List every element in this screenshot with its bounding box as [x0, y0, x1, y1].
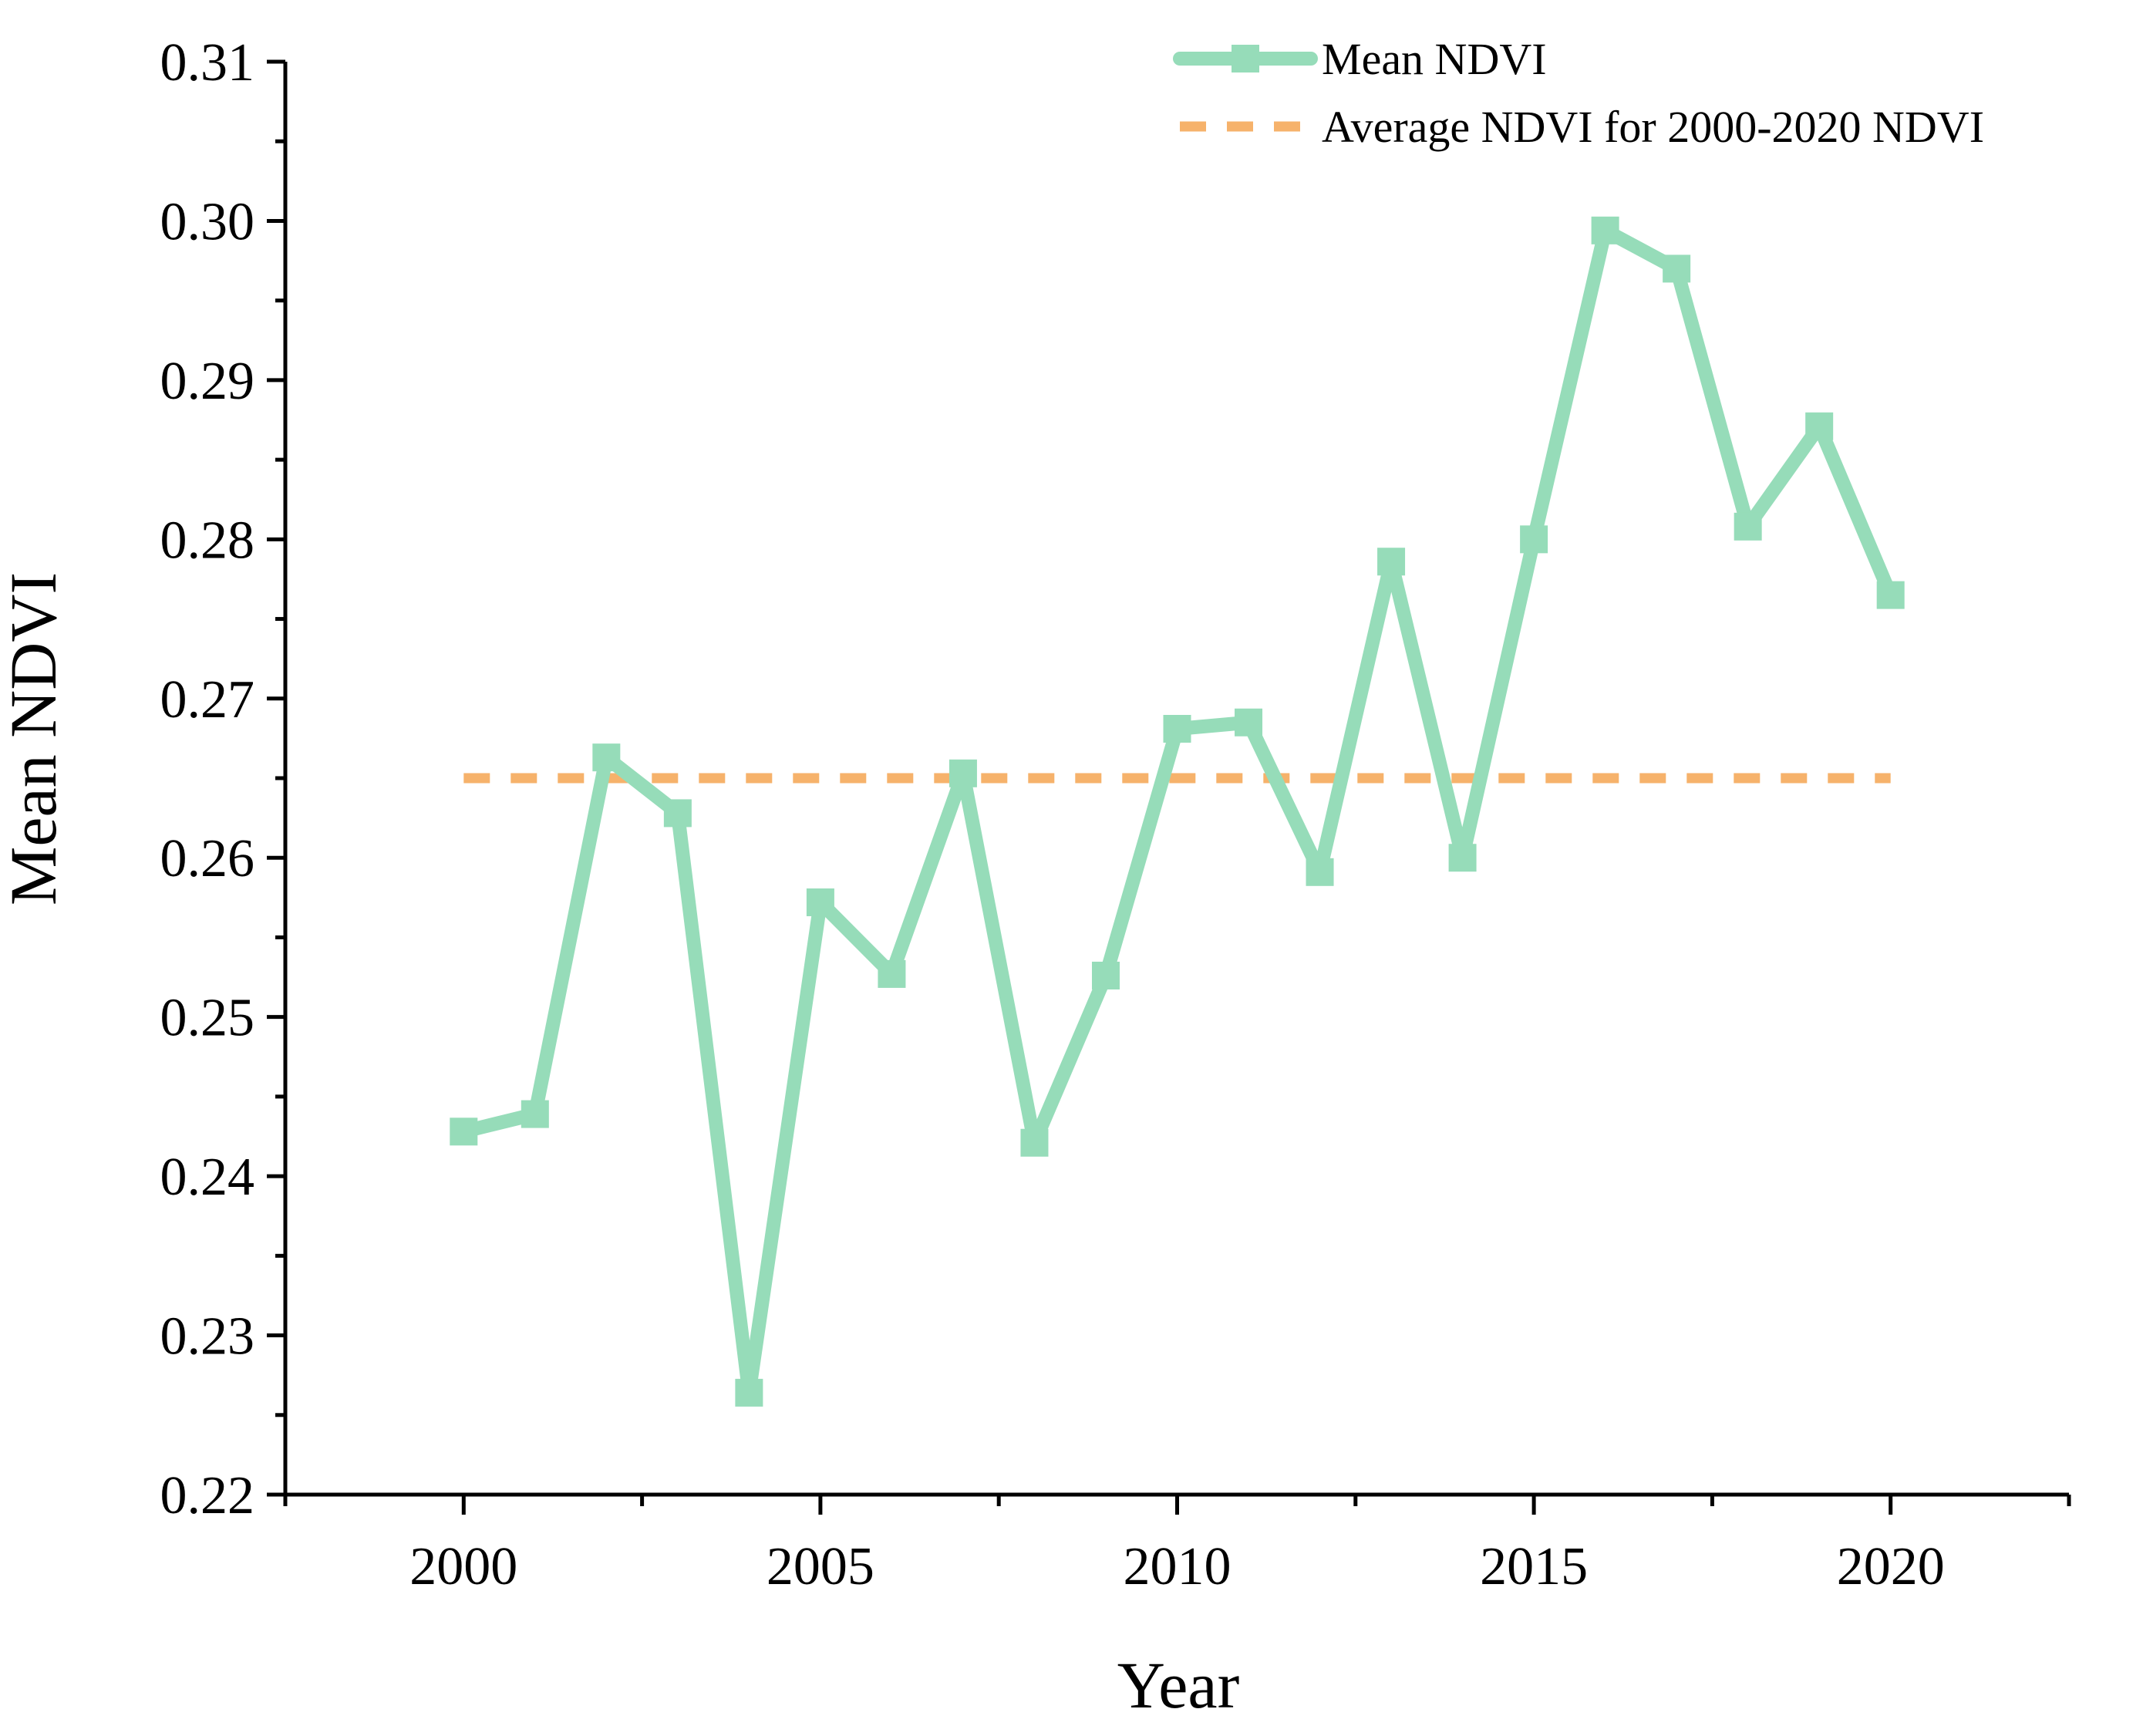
x-tick-label: 2015 — [1480, 1537, 1588, 1596]
mean-ndvi-point — [735, 1378, 763, 1407]
mean-ndvi-point — [1020, 1128, 1049, 1157]
y-axis-title: Mean NDVI — [0, 572, 70, 905]
y-tick-label: 0.26 — [160, 829, 255, 888]
mean-ndvi-point — [521, 1100, 549, 1128]
x-axis-title: Year — [1117, 1648, 1239, 1722]
mean-ndvi-point — [1163, 715, 1191, 743]
mean-ndvi-point — [1091, 961, 1120, 989]
mean-ndvi-point — [1235, 708, 1263, 737]
mean-ndvi-point — [1591, 216, 1619, 244]
mean-ndvi-point — [1448, 844, 1477, 872]
mean-ndvi-point — [1377, 548, 1406, 576]
y-tick-label: 0.24 — [160, 1148, 255, 1207]
legend-label: Average NDVI for 2000-2020 NDVI — [1322, 102, 1984, 152]
legend-label: Mean NDVI — [1322, 34, 1547, 84]
mean-ndvi-point — [1520, 525, 1548, 554]
mean-ndvi-point — [1663, 255, 1691, 283]
mean-ndvi-point — [592, 743, 621, 772]
y-tick-label: 0.28 — [160, 511, 255, 570]
mean-ndvi-point — [949, 759, 977, 787]
legend: Mean NDVI Average NDVI for 2000-2020 NDVI — [1173, 34, 1984, 152]
y-tick-label: 0.23 — [160, 1307, 255, 1367]
series-layer — [450, 216, 1905, 1407]
x-tick-label: 2010 — [1124, 1537, 1232, 1596]
x-tick-label: 2005 — [767, 1537, 874, 1596]
mean-ndvi-point — [878, 959, 906, 988]
mean-ndvi-point — [450, 1117, 478, 1146]
y-tick-label: 0.27 — [160, 670, 255, 730]
mean-ndvi-point — [1876, 581, 1905, 609]
y-tick-label: 0.31 — [160, 33, 255, 93]
legend-swatch-marker — [1232, 45, 1259, 72]
mean-ndvi-point — [1805, 412, 1834, 440]
y-tick-label: 0.22 — [160, 1466, 255, 1525]
x-axis-ticks: 2000 2005 2010 2015 2020 — [283, 1495, 2071, 1596]
y-axis-ticks: 0.22 0.23 0.24 0.25 0.26 0.27 0.28 0.29 0.30 0.31 — [160, 33, 285, 1525]
y-tick-label: 0.25 — [160, 989, 255, 1048]
mean-ndvi-point — [663, 799, 692, 828]
x-tick-label: 2000 — [409, 1537, 517, 1596]
mean-ndvi-point — [1734, 512, 1762, 541]
mean-ndvi-point — [1306, 858, 1334, 886]
x-tick-label: 2020 — [1837, 1537, 1945, 1596]
mean-ndvi-point — [806, 888, 834, 917]
y-tick-label: 0.30 — [160, 192, 255, 251]
y-tick-label: 0.29 — [160, 352, 255, 411]
